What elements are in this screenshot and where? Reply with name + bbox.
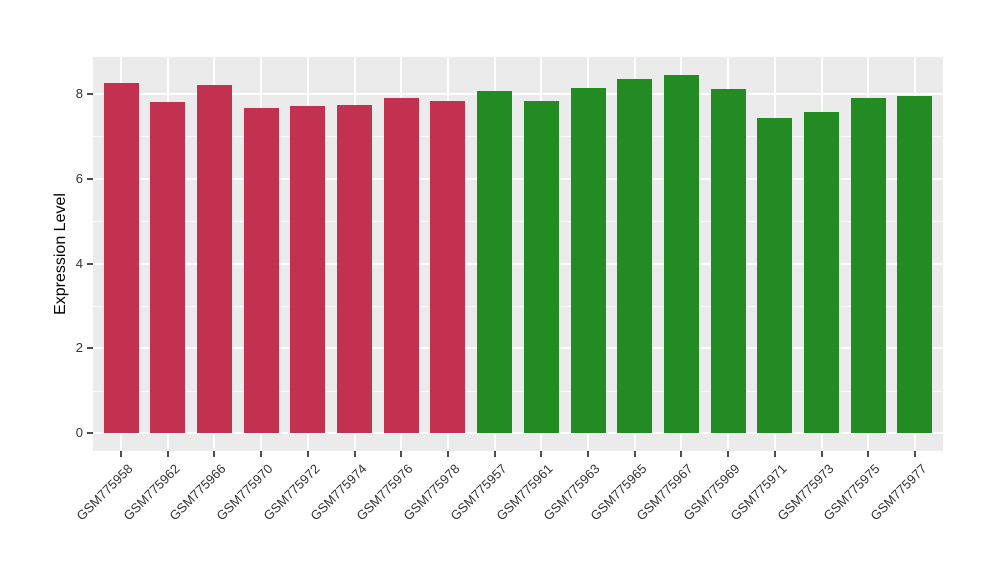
bar-GSM775957 <box>477 91 513 433</box>
gridline-y-minor-7 <box>93 136 943 138</box>
x-tick-mark-GSM775967 <box>680 451 683 457</box>
bar-GSM775961 <box>523 101 559 433</box>
y-axis-title: Expression Level <box>52 193 69 315</box>
gridline-y-0 <box>93 432 943 434</box>
x-tick-mark-GSM775971 <box>773 451 776 457</box>
bar-GSM775965 <box>617 79 653 433</box>
bar-GSM775969 <box>710 89 746 433</box>
bar-GSM775977 <box>897 95 933 433</box>
bar-GSM775971 <box>757 117 793 433</box>
bar-GSM775974 <box>337 104 373 433</box>
y-tick-label-6: 6 <box>75 170 83 186</box>
x-tick-mark-GSM775962 <box>166 451 169 457</box>
bar-GSM775970 <box>243 108 279 433</box>
x-tick-mark-GSM775976 <box>400 451 403 457</box>
x-tick-mark-GSM775975 <box>867 451 870 457</box>
bar-GSM775963 <box>570 88 606 433</box>
bar-GSM775975 <box>850 97 886 433</box>
y-tick-mark-0 <box>87 432 93 434</box>
y-tick-label-2: 2 <box>75 340 83 356</box>
x-tick-mark-GSM775963 <box>587 451 590 457</box>
gridline-y-minor-3 <box>93 305 943 307</box>
x-tick-mark-GSM775961 <box>540 451 543 457</box>
x-tick-mark-GSM775978 <box>446 451 449 457</box>
x-tick-mark-GSM775966 <box>213 451 216 457</box>
bar-GSM775973 <box>804 112 840 433</box>
gridline-y-minor-5 <box>93 221 943 223</box>
gridline-y-2 <box>93 347 943 350</box>
y-tick-mark-4 <box>87 262 93 265</box>
gridline-y-minor-1 <box>93 390 943 392</box>
y-tick-mark-6 <box>87 177 93 180</box>
x-tick-mark-GSM775969 <box>727 451 730 457</box>
x-tick-mark-GSM775970 <box>260 451 263 457</box>
plot-panel <box>93 57 943 451</box>
bar-GSM775962 <box>150 101 186 433</box>
x-tick-mark-GSM775973 <box>820 451 823 457</box>
bar-GSM775976 <box>383 98 419 433</box>
bar-GSM775967 <box>663 74 699 433</box>
x-tick-mark-GSM775957 <box>493 451 496 457</box>
x-tick-mark-GSM775958 <box>120 451 123 457</box>
gridline-y-8 <box>93 93 943 95</box>
y-tick-label-8: 8 <box>75 86 83 101</box>
y-tick-mark-8 <box>87 93 93 95</box>
y-tick-mark-2 <box>87 347 93 350</box>
x-tick-mark-GSM775977 <box>913 451 916 457</box>
x-tick-mark-GSM775972 <box>306 451 309 457</box>
x-tick-mark-GSM775965 <box>633 451 636 457</box>
bar-GSM775966 <box>196 85 232 433</box>
bar-GSM775978 <box>430 101 466 433</box>
y-tick-label-0: 0 <box>75 425 83 440</box>
bar-GSM775972 <box>290 105 326 433</box>
y-tick-label-4: 4 <box>75 255 83 271</box>
x-tick-mark-GSM775974 <box>353 451 356 457</box>
bar-GSM775958 <box>103 82 139 433</box>
gridline-y-4 <box>93 262 943 265</box>
gridline-y-6 <box>93 177 943 180</box>
